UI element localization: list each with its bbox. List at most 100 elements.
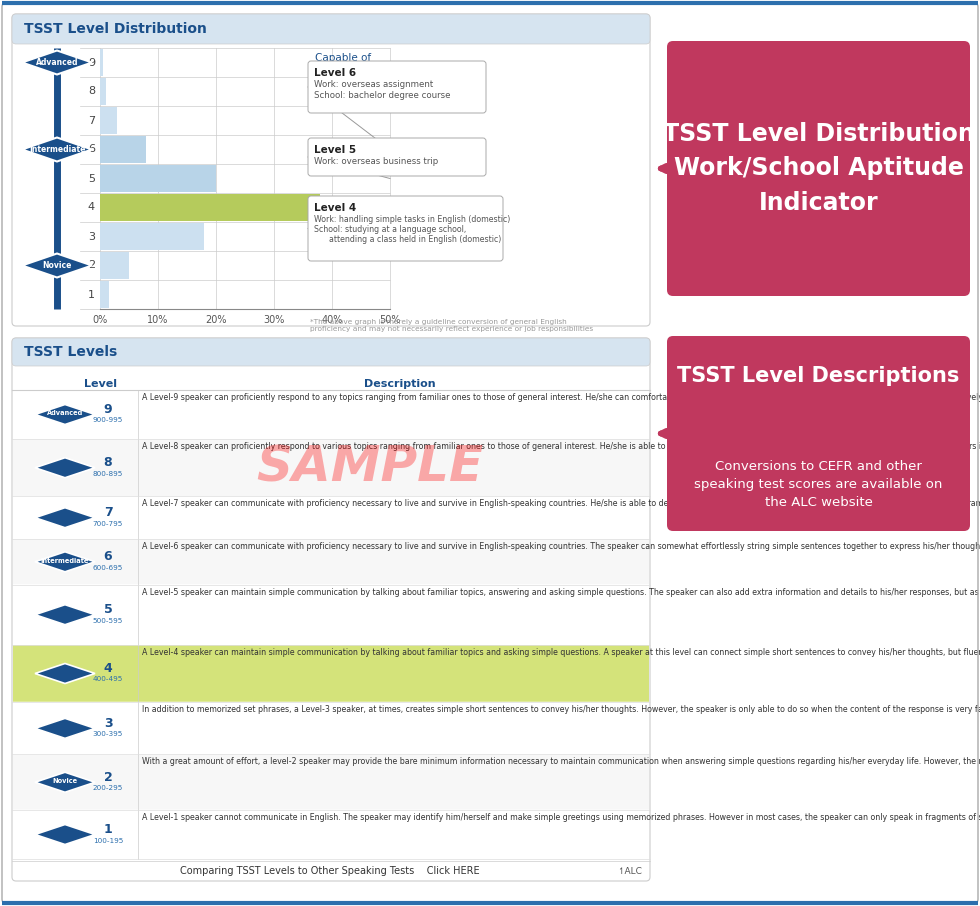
Text: *The above graph is merely a guideline conversion of general English
proficiency: *The above graph is merely a guideline c… [310,319,593,332]
Bar [100,78,106,105]
FancyBboxPatch shape [12,14,650,326]
FancyBboxPatch shape [308,138,486,176]
Text: Comparing TSST Levels to Other Speaking Tests    Click HERE: Comparing TSST Levels to Other Speaking … [180,866,480,876]
Text: 9: 9 [88,57,95,68]
Text: School: bachelor degree course: School: bachelor degree course [314,91,451,100]
FancyBboxPatch shape [308,196,503,261]
Text: SAMPLE: SAMPLE [257,444,483,492]
Text: Intermediate: Intermediate [41,558,89,564]
Text: 200-295: 200-295 [93,786,123,791]
Text: With a great amount of effort, a level-2 speaker may provide the bare minimum in: With a great amount of effort, a level-2… [142,757,980,766]
Text: 6: 6 [104,550,113,564]
Bar [100,49,103,76]
Text: 8: 8 [88,86,95,97]
Text: A Level-5 speaker can maintain simple communication by talking about familiar to: A Level-5 speaker can maintain simple co… [142,588,980,597]
Text: 3: 3 [88,232,95,242]
Text: 40%: 40% [321,315,343,325]
Text: Level 4: Level 4 [314,203,357,213]
Text: 6: 6 [88,144,95,155]
Text: 600-695: 600-695 [93,564,123,571]
Bar [100,281,109,308]
Polygon shape [35,663,95,683]
Text: 2: 2 [104,771,113,784]
Text: A Level-7 speaker can communicate with proficiency necessary to live and survive: A Level-7 speaker can communicate with p… [142,499,980,508]
Text: 4: 4 [104,662,113,675]
Polygon shape [22,51,92,74]
Text: TSST Levels: TSST Levels [24,345,118,359]
FancyBboxPatch shape [13,439,649,496]
Bar [100,107,118,134]
Text: 8: 8 [104,457,113,469]
Text: 300-395: 300-395 [93,731,123,737]
FancyBboxPatch shape [667,336,970,531]
Text: TSST Level Descriptions: TSST Level Descriptions [677,366,959,386]
Text: 0%: 0% [92,315,108,325]
Text: 4: 4 [88,203,95,213]
Text: Conversions to CEFR and other
speaking test scores are available on
the ALC webs: Conversions to CEFR and other speaking t… [694,460,943,509]
Bar [100,165,216,192]
FancyBboxPatch shape [12,338,650,366]
FancyBboxPatch shape [12,14,650,44]
Polygon shape [22,254,92,277]
Text: Work: overseas assignment: Work: overseas assignment [314,80,433,89]
Text: Description: Description [365,379,436,389]
FancyBboxPatch shape [13,539,649,584]
Bar [100,136,146,163]
Text: Work: handling simple tasks in English (domestic): Work: handling simple tasks in English (… [314,215,511,224]
Text: Level: Level [83,379,117,389]
FancyBboxPatch shape [308,61,486,113]
Polygon shape [35,458,95,477]
Text: 5: 5 [88,174,95,184]
Text: 1: 1 [88,290,95,300]
Text: Intermediate: Intermediate [28,145,85,154]
Text: 1: 1 [104,823,113,836]
Polygon shape [35,552,95,572]
Polygon shape [35,604,95,625]
Bar [100,223,205,250]
FancyBboxPatch shape [12,338,650,881]
Text: 900-995: 900-995 [93,418,123,423]
Text: Advanced: Advanced [35,58,78,67]
Polygon shape [35,507,95,527]
Polygon shape [35,404,95,425]
Text: 7: 7 [104,506,113,519]
Text: In addition to memorized set phrases, a Level-3 speaker, at times, creates simpl: In addition to memorized set phrases, a … [142,705,980,714]
Text: 9: 9 [104,403,113,416]
Text: A Level-9 speaker can proficiently respond to any topics ranging from familiar o: A Level-9 speaker can proficiently respo… [142,393,980,402]
Text: Novice: Novice [42,261,72,270]
Text: 5: 5 [104,603,113,616]
Text: A Level-6 speaker can communicate with proficiency necessary to live and survive: A Level-6 speaker can communicate with p… [142,542,980,551]
Text: School: studying at a language school,: School: studying at a language school, [314,225,466,234]
FancyBboxPatch shape [13,645,649,702]
Text: Level 5: Level 5 [314,145,356,155]
FancyBboxPatch shape [667,41,970,296]
Text: Level 6: Level 6 [314,68,356,78]
Text: Work: overseas business trip: Work: overseas business trip [314,157,438,166]
Polygon shape [22,138,92,161]
Text: 10%: 10% [147,315,169,325]
Text: TSST Level Distribution
Work/School Aptitude
Indicator: TSST Level Distribution Work/School Apti… [662,122,974,215]
Bar [100,194,320,221]
Text: Capable of: Capable of [315,53,371,63]
Text: attending a class held in English (domestic): attending a class held in English (domes… [314,235,501,244]
Polygon shape [35,772,95,792]
Text: A Level-8 speaker can proficiently respond to various topics ranging from famili: A Level-8 speaker can proficiently respo… [142,442,980,451]
Text: 30%: 30% [264,315,284,325]
Text: 20%: 20% [205,315,226,325]
Text: Advanced: Advanced [47,410,83,417]
Bar [100,252,129,279]
Text: 400-495: 400-495 [93,677,123,682]
Text: Novice: Novice [53,778,77,785]
Text: 3: 3 [104,717,113,730]
Text: 7: 7 [88,115,95,126]
Text: 500-595: 500-595 [93,618,123,623]
Text: A Level-1 speaker cannot communicate in English. The speaker may identify him/he: A Level-1 speaker cannot communicate in … [142,813,980,822]
Text: 2: 2 [88,261,95,271]
Polygon shape [35,824,95,844]
Polygon shape [35,718,95,738]
Text: ↿ALC: ↿ALC [617,866,642,875]
Text: A Level-4 speaker can maintain simple communication by talking about familiar to: A Level-4 speaker can maintain simple co… [142,648,980,657]
Text: TSST Level Distribution: TSST Level Distribution [24,22,207,36]
Text: 50%: 50% [379,315,401,325]
Text: 700-795: 700-795 [93,521,123,526]
